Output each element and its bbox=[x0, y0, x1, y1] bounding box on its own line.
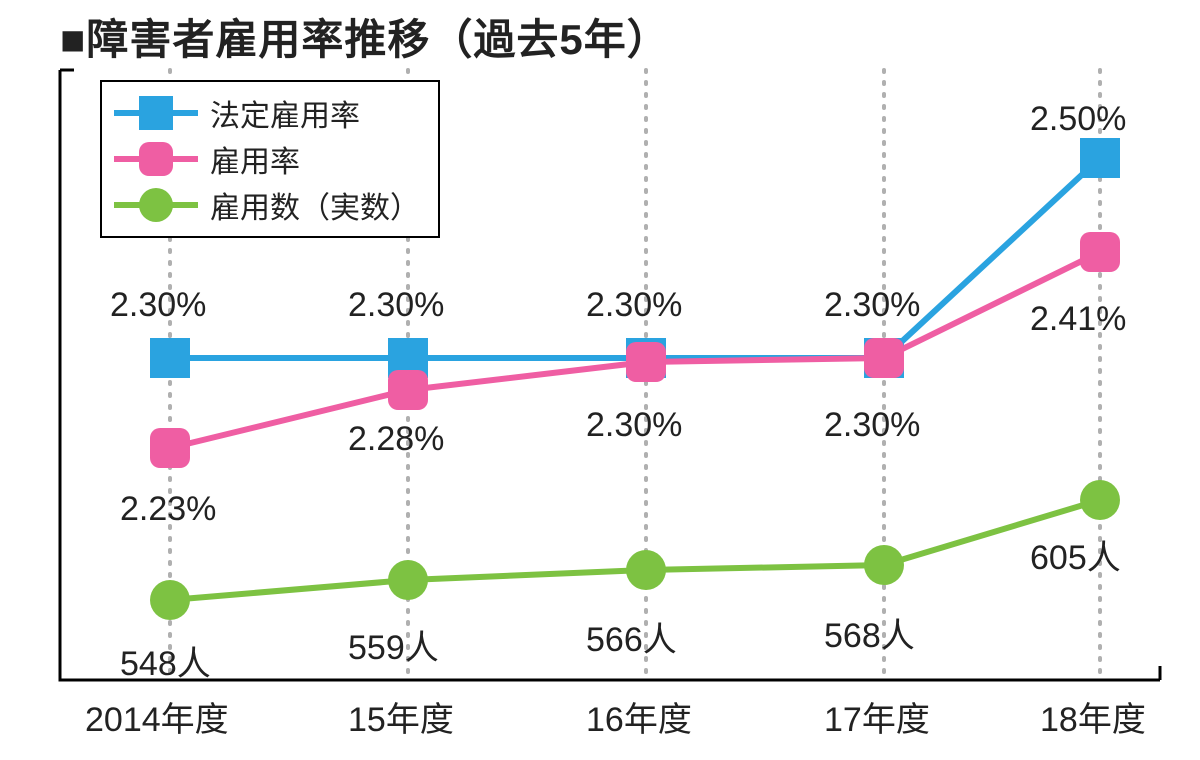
legend-label-legal_rate: 法定雇用率 bbox=[210, 91, 360, 135]
x-axis-label-2: 16年度 bbox=[586, 692, 692, 741]
label-count-2: 566人 bbox=[586, 612, 677, 661]
x-axis-label-0: 2014年度 bbox=[85, 692, 229, 741]
legend-swatch-legal_rate bbox=[114, 93, 198, 133]
legend-label-actual_rate: 雇用率 bbox=[210, 137, 300, 181]
legend-swatch-actual_rate bbox=[114, 139, 198, 179]
legend-row-legal_rate: 法定雇用率 bbox=[114, 90, 420, 136]
label-actual_rate-3: 2.30% bbox=[824, 406, 920, 445]
legend: 法定雇用率雇用率雇用数（実数） bbox=[100, 80, 440, 238]
label-count-3: 568人 bbox=[824, 608, 915, 657]
legend-row-count: 雇用数（実数） bbox=[114, 182, 420, 228]
label-legal_rate-0: 2.30% bbox=[110, 286, 206, 325]
label-count-4: 605人 bbox=[1030, 530, 1121, 579]
label-legal_rate-2: 2.30% bbox=[586, 286, 682, 325]
label-legal_rate-4: 2.50% bbox=[1030, 100, 1126, 139]
chart-container: ■障害者雇用率推移（過去5年） 法定雇用率雇用率雇用数（実数） 2.30%2.3… bbox=[0, 0, 1200, 760]
label-actual_rate-1: 2.28% bbox=[348, 420, 444, 459]
x-axis-label-3: 17年度 bbox=[824, 692, 930, 741]
label-actual_rate-4: 2.41% bbox=[1030, 300, 1126, 339]
legend-row-actual_rate: 雇用率 bbox=[114, 136, 420, 182]
legend-label-count: 雇用数（実数） bbox=[210, 183, 420, 227]
label-actual_rate-2: 2.30% bbox=[586, 406, 682, 445]
legend-swatch-count bbox=[114, 185, 198, 225]
label-count-1: 559人 bbox=[348, 620, 439, 669]
label-legal_rate-1: 2.30% bbox=[348, 286, 444, 325]
x-axis-label-1: 15年度 bbox=[348, 692, 454, 741]
label-actual_rate-0: 2.23% bbox=[120, 490, 216, 529]
label-legal_rate-3: 2.30% bbox=[824, 286, 920, 325]
label-count-0: 548人 bbox=[120, 636, 211, 685]
x-axis-label-4: 18年度 bbox=[1040, 692, 1146, 741]
